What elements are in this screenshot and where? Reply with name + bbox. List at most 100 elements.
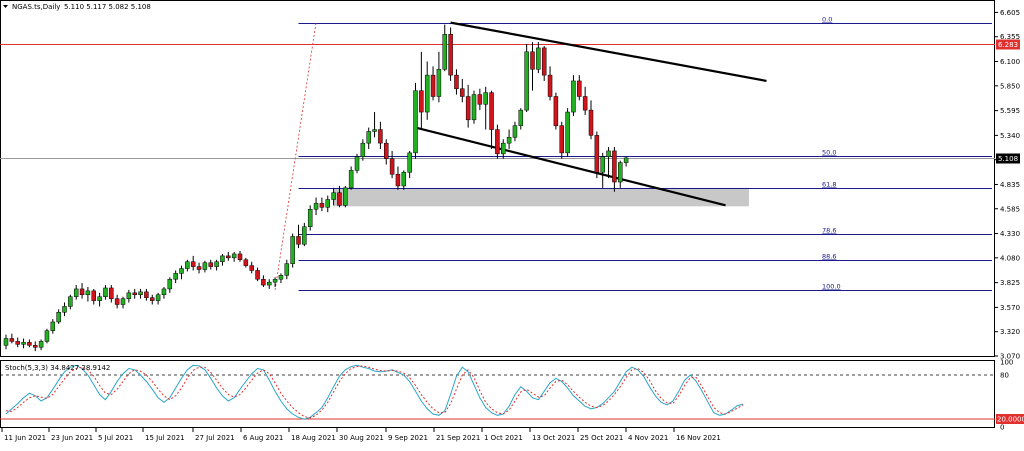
candle-body xyxy=(343,187,348,206)
candle-body xyxy=(582,96,588,111)
x-tick-label: 1 Oct 2021 xyxy=(484,434,523,442)
candle-body xyxy=(50,321,56,331)
candle-body xyxy=(541,47,547,76)
fib-level-label: 61.8 xyxy=(822,181,836,189)
candle-body xyxy=(185,261,190,269)
candle-body xyxy=(261,278,266,286)
candle-body xyxy=(571,80,576,113)
candle-body xyxy=(220,255,225,262)
candle-body xyxy=(38,341,44,348)
candle-body xyxy=(471,94,477,121)
x-tick-label: 6 Aug 2021 xyxy=(243,434,283,442)
candle-body xyxy=(73,288,79,297)
x-tick-label: 23 Jun 2021 xyxy=(51,434,93,442)
stoch-main-line xyxy=(5,364,744,420)
x-tick-label: 9 Sep 2021 xyxy=(388,434,428,442)
candle-body xyxy=(401,172,407,187)
candle-body xyxy=(190,261,196,267)
candle-body xyxy=(325,199,330,208)
candle-body xyxy=(331,192,336,200)
candle-body xyxy=(44,330,50,342)
resistance-tag-label: 6.283 xyxy=(998,41,1018,49)
dropdown-triangle-icon[interactable] xyxy=(3,5,8,8)
channel-trendline xyxy=(450,21,767,83)
candle-body xyxy=(378,129,383,144)
candle-body xyxy=(588,109,594,136)
candle-body xyxy=(430,74,436,97)
candle-body xyxy=(623,157,629,163)
candle-body xyxy=(460,88,465,97)
stoch-title: Stoch(5,3,3) 34.8427 28.9142 xyxy=(5,364,110,372)
candle-body xyxy=(196,266,202,270)
candle-body xyxy=(553,96,559,126)
stoch-panel-frame xyxy=(0,360,995,428)
y-tick-label: 3.070 xyxy=(1000,353,1020,361)
y-tick-label: 5.850 xyxy=(1000,82,1020,90)
candle-body xyxy=(109,287,114,299)
y-tick-label: 4.835 xyxy=(1000,181,1020,189)
candle-body xyxy=(524,51,529,111)
candle-body xyxy=(103,287,108,297)
candle-body xyxy=(132,292,137,296)
x-tick-label: 15 Jul 2021 xyxy=(145,434,185,442)
current-price-tag-label: 5.108 xyxy=(998,155,1018,163)
x-tick-label: 4 Nov 2021 xyxy=(628,434,668,442)
x-tick-label: 16 Nov 2021 xyxy=(676,434,721,442)
candle-body xyxy=(226,255,231,259)
price-panel-frame xyxy=(0,0,995,357)
candle-body xyxy=(530,51,535,70)
candle-body xyxy=(202,262,208,270)
candle-body xyxy=(424,74,430,113)
candle-body xyxy=(15,341,20,345)
support-zone xyxy=(333,187,749,207)
fib-level-label: 0.0 xyxy=(822,16,832,24)
candle-body xyxy=(255,270,260,280)
x-tick-label: 27 Jul 2021 xyxy=(195,434,235,442)
x-tick-label: 11 Jun 2021 xyxy=(4,434,46,442)
candle-body xyxy=(91,290,96,301)
candle-body xyxy=(559,125,564,154)
x-tick-label: 18 Aug 2021 xyxy=(291,434,336,442)
candle-body xyxy=(267,281,272,286)
current-price-tag xyxy=(996,153,1020,164)
y-tick-label: 6.100 xyxy=(1000,58,1020,66)
candle-body xyxy=(56,312,61,323)
candle-body xyxy=(302,226,307,245)
candle-body xyxy=(442,34,447,70)
symbol-label: NGAS.ts,Daily xyxy=(12,3,60,11)
fib-level-label: 100.0 xyxy=(822,283,841,291)
stochastic-layer: 100 80 020.0000 xyxy=(0,359,1024,432)
candle-body xyxy=(565,111,570,154)
candle-body xyxy=(389,158,395,175)
candle-body xyxy=(319,203,325,208)
candle-body xyxy=(618,162,623,183)
candle-body xyxy=(354,156,360,171)
y-tick-label: 6.355 xyxy=(1000,33,1020,41)
stoch-y-tick-label: 80 xyxy=(1000,372,1009,380)
candle-body xyxy=(237,253,243,261)
trendlines-layer xyxy=(415,21,767,207)
candle-body xyxy=(489,92,494,130)
candle-body xyxy=(85,290,91,296)
candle-body xyxy=(348,170,354,189)
candle-body xyxy=(144,291,149,298)
stoch-20-tag xyxy=(996,414,1024,424)
y-tick-label: 3.570 xyxy=(1000,304,1020,312)
candle-body xyxy=(313,203,319,210)
candle-body xyxy=(97,296,102,301)
candle-body xyxy=(284,263,290,276)
candle-body xyxy=(594,135,600,173)
candle-body xyxy=(278,275,284,280)
x-tick-label: 5 Jul 2021 xyxy=(98,434,133,442)
candle-body xyxy=(138,291,143,296)
stoch-signal-line xyxy=(5,365,744,419)
candle-body xyxy=(366,131,371,144)
candle-body xyxy=(465,96,471,121)
candle-body xyxy=(483,92,488,105)
candle-body xyxy=(150,297,155,301)
candle-body xyxy=(407,152,412,173)
candle-body xyxy=(272,278,278,283)
